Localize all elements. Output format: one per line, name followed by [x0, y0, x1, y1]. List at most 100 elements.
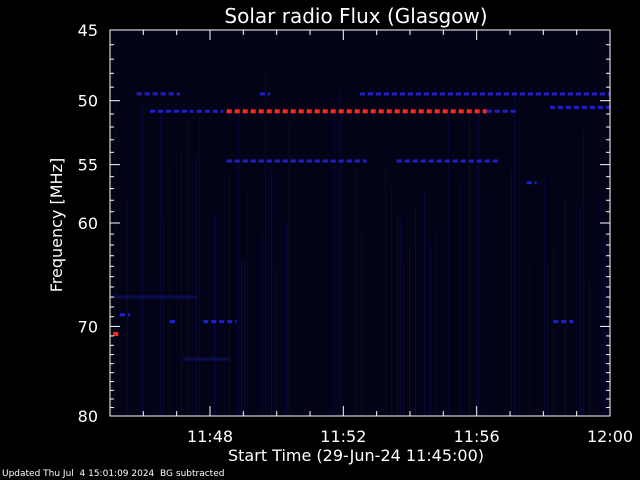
- x-axis: 11:48 11:52 11:56 12:00: [142, 30, 633, 446]
- y-tick-label: 60: [78, 214, 98, 233]
- noise-stripe: [511, 170, 512, 416]
- emission-segment: [274, 109, 280, 114]
- emission-segment: [136, 92, 142, 96]
- noise-stripe: [289, 120, 290, 417]
- emission-segment: [161, 295, 166, 299]
- noise-stripe: [115, 95, 116, 417]
- emission-segment: [606, 105, 610, 109]
- emission-segment: [196, 109, 202, 113]
- x-tick-label: 11:48: [187, 427, 233, 446]
- noise-stripe: [307, 255, 308, 416]
- emission-segment: [428, 159, 434, 163]
- emission-segment: [215, 357, 220, 361]
- y-tick-label: 45: [78, 21, 98, 40]
- emission-segment: [486, 109, 492, 113]
- emission-segment: [268, 92, 270, 96]
- emission-segment: [346, 159, 352, 163]
- emission-segment: [460, 159, 466, 163]
- emission-segment: [346, 109, 352, 114]
- emission-segment: [117, 295, 122, 299]
- emission-segment: [219, 357, 224, 361]
- emission-segment: [448, 92, 453, 96]
- emission-segment: [128, 313, 130, 317]
- noise-stripe: [430, 242, 431, 416]
- emission-segment: [157, 295, 162, 299]
- emission-segment: [452, 159, 458, 163]
- emission-segment: [187, 357, 192, 361]
- emission-segment: [177, 295, 182, 299]
- emission-segment: [362, 109, 368, 114]
- noise-stripe: [271, 170, 272, 416]
- noise-stripe: [160, 111, 161, 416]
- emission-segment: [330, 159, 336, 163]
- noise-stripe: [403, 264, 404, 416]
- emission-segment: [600, 92, 605, 96]
- emission-segment: [226, 109, 232, 114]
- emission-segment: [354, 159, 360, 163]
- emission-segment: [420, 159, 426, 163]
- noise-stripe: [196, 158, 197, 416]
- emission-segment: [173, 295, 178, 299]
- emission-segment: [183, 357, 188, 361]
- noise-stripe: [199, 99, 200, 416]
- emission-segment: [400, 92, 405, 96]
- emission-segment: [190, 109, 194, 113]
- noise-stripe: [409, 243, 410, 416]
- emission-segment: [150, 109, 155, 113]
- emission-segment: [360, 92, 365, 96]
- emission-segment: [195, 357, 200, 361]
- noise-stripe: [436, 228, 437, 416]
- noise-stripe: [247, 191, 248, 416]
- emission-segment: [561, 320, 567, 324]
- bg-subtracted-note: BG subtracted: [160, 469, 225, 479]
- emission-segment: [258, 159, 264, 163]
- emission-segment: [582, 105, 587, 109]
- emission-segment: [169, 295, 174, 299]
- noise-stripe: [214, 212, 215, 416]
- emission-segment: [338, 159, 344, 163]
- noise-stripe: [529, 257, 530, 416]
- noise-stripe: [187, 122, 188, 416]
- emission-segment: [165, 295, 170, 299]
- noise-stripe: [238, 99, 239, 416]
- emission-segment: [219, 320, 225, 324]
- emission-segment: [338, 109, 344, 114]
- noise-stripe: [580, 206, 581, 416]
- emission-segment: [510, 109, 516, 113]
- noise-stripe: [565, 199, 566, 416]
- emission-segment: [458, 109, 464, 114]
- emission-segment: [204, 109, 210, 113]
- emission-segment: [220, 109, 224, 113]
- y-tick-label: 50: [78, 92, 98, 111]
- noise-stripe: [478, 109, 479, 417]
- emission-segment: [378, 109, 384, 114]
- noise-stripe: [355, 169, 356, 416]
- emission-segment: [282, 159, 288, 163]
- emission-segment: [145, 295, 150, 299]
- emission-segment: [392, 92, 397, 96]
- emission-segment: [322, 159, 328, 163]
- emission-segment: [536, 92, 541, 96]
- emission-segment: [141, 295, 146, 299]
- emission-segment: [590, 105, 595, 109]
- emission-segment: [466, 109, 472, 114]
- emission-segment: [482, 109, 487, 114]
- emission-segment: [226, 159, 232, 163]
- emission-segment: [133, 295, 138, 299]
- emission-segment: [568, 92, 573, 96]
- emission-segment: [450, 109, 456, 114]
- emission-segment: [166, 109, 171, 113]
- emission-segment: [207, 357, 212, 361]
- emission-segment: [314, 159, 320, 163]
- emission-segment: [598, 105, 603, 109]
- emission-segment: [234, 159, 240, 163]
- noise-stripe: [334, 100, 335, 417]
- noise-stripe: [475, 201, 476, 416]
- noise-stripe: [274, 173, 275, 416]
- emission-segment: [384, 92, 389, 96]
- emission-segment: [558, 105, 563, 109]
- emission-segment: [534, 181, 537, 185]
- emission-segment: [416, 92, 421, 96]
- emission-segment: [488, 92, 493, 96]
